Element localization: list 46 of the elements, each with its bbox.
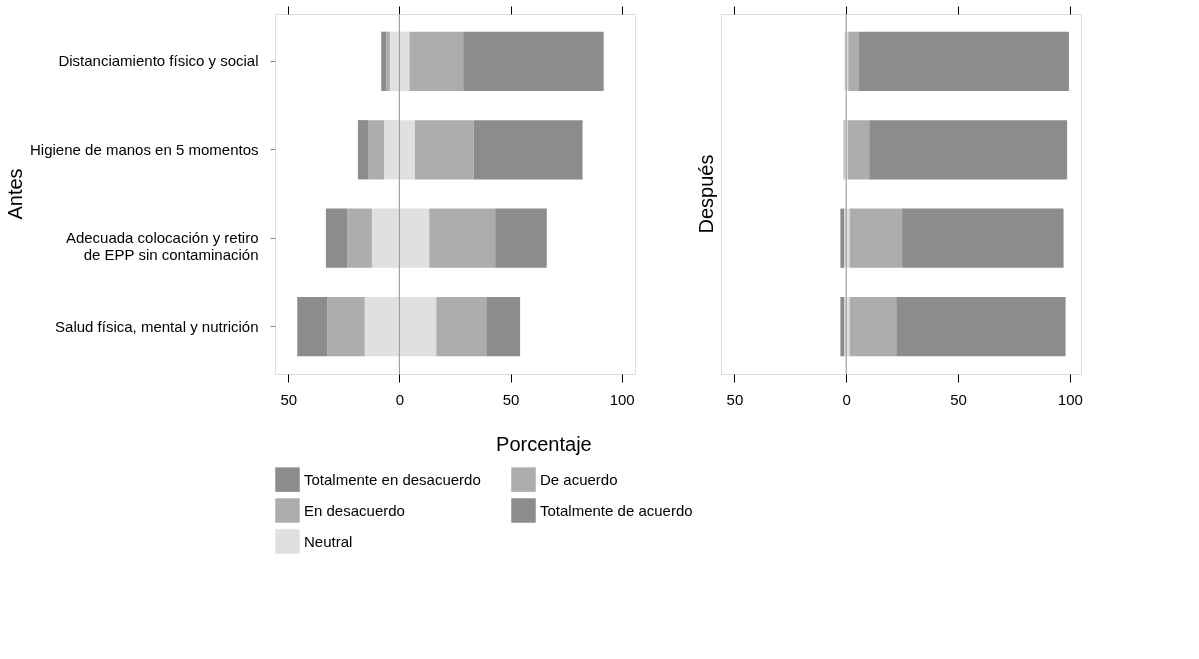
bar	[840, 297, 845, 357]
bar	[896, 297, 1066, 357]
x-axis-title: Porcentaje	[496, 432, 592, 455]
bar	[368, 120, 385, 180]
bar	[414, 120, 474, 180]
text: Después	[695, 154, 717, 234]
bar	[849, 297, 897, 357]
bar	[847, 120, 870, 180]
text: Antes	[3, 168, 26, 220]
x-tick-label: 0	[842, 390, 851, 408]
y-tick-label: Distanciamiento físico y social	[58, 52, 259, 70]
bar	[486, 297, 521, 357]
x-tick-label: 100	[609, 390, 635, 408]
bar	[386, 31, 390, 91]
x-tick-label: 50	[280, 390, 298, 408]
legend-label: Totalmente de acuerdo	[540, 501, 693, 519]
y-tick-label: Adecuada colocación y retiro de EPP sin contaminación	[65, 229, 259, 264]
bar	[325, 208, 348, 268]
x-tick-label: 50	[726, 390, 744, 408]
bar	[902, 208, 1064, 268]
legend-label: Totalmente en desacuerdo	[304, 470, 481, 488]
bar	[409, 31, 464, 91]
bar	[495, 208, 547, 268]
bar	[297, 297, 328, 357]
y-tick-label: Salud física, mental y nutrición	[55, 317, 259, 335]
bar	[327, 297, 365, 357]
bar	[429, 208, 496, 268]
x-tick-label: 0	[395, 390, 405, 408]
bar	[473, 120, 583, 180]
bar	[840, 208, 845, 268]
legend-label: De acuerdo	[540, 470, 618, 488]
x-tick-label: 100	[1057, 390, 1083, 408]
bar	[347, 208, 372, 268]
bar	[436, 297, 487, 357]
x-tick-label: 50	[502, 390, 520, 408]
legend-label: Neutral	[304, 532, 353, 550]
bar	[869, 120, 1068, 180]
bar	[381, 31, 387, 91]
legend-label: En desacuerdo	[304, 501, 405, 519]
bar	[849, 208, 903, 268]
bar	[357, 120, 369, 180]
bar	[858, 31, 1069, 91]
y-tick-label: Higiene de manos en 5 momentos	[30, 140, 259, 158]
x-tick-label: 50	[950, 390, 967, 408]
bar	[848, 31, 859, 91]
bar	[463, 31, 604, 91]
